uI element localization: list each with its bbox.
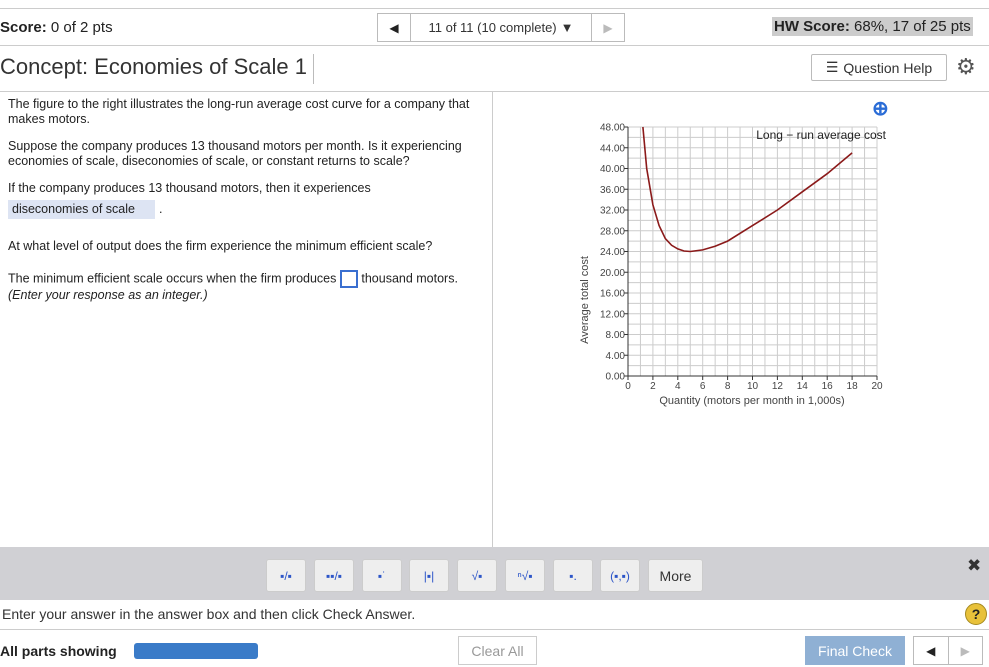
help-icon[interactable]: ? xyxy=(965,603,987,625)
divider xyxy=(492,92,493,547)
answer-dropdown[interactable]: diseconomies of scale xyxy=(8,200,155,219)
bottom-nav: ◀ ▶ xyxy=(913,636,983,665)
chart: 0 2 4 6 8 10 12 14 16 18 20 0.00 4.00 8.00 12.00 16.00 2… xyxy=(579,123,887,408)
list-icon: ☰ xyxy=(825,59,839,75)
x-tick-label: 6 xyxy=(700,381,706,392)
question-nav: ◀ 11 of 11 (10 complete) ▼ ▶ xyxy=(377,13,625,42)
gear-icon[interactable]: ⚙ xyxy=(956,54,976,79)
clear-all-button[interactable]: Clear All xyxy=(458,636,537,665)
y-tick-label: 0.00 xyxy=(606,372,626,383)
lrac-curve xyxy=(642,126,853,253)
mixed-number-button[interactable]: ▪▪/▪ xyxy=(314,559,354,592)
x-tick-label: 10 xyxy=(747,381,759,392)
y-tick-label: 40.00 xyxy=(600,164,625,175)
x-tick-label: 0 xyxy=(625,381,631,392)
y-tick-label: 48.00 xyxy=(600,123,625,134)
page-title: Concept: Economies of Scale 1 xyxy=(0,54,314,84)
y-tick-label: 28.00 xyxy=(600,226,625,237)
y-tick-label: 12.00 xyxy=(600,309,625,320)
hw-score: HW Score: 68%, 17 of 25 pts xyxy=(772,17,973,36)
y-tick-label: 20.00 xyxy=(600,268,625,279)
x-tick-label: 16 xyxy=(822,381,834,392)
x-tick-label: 20 xyxy=(871,381,883,392)
exponent-button[interactable]: ▪˙ xyxy=(362,559,402,592)
x-tick-label: 4 xyxy=(675,381,681,392)
answer-input[interactable] xyxy=(339,270,358,288)
y-axis-label: Average total cost xyxy=(579,256,591,344)
divider xyxy=(0,91,989,92)
x-tick-label: 14 xyxy=(797,381,809,392)
y-tick-label: 24.00 xyxy=(600,247,625,258)
caret-down-icon: ▼ xyxy=(560,20,574,35)
y-tick-label: 16.00 xyxy=(600,289,625,300)
sqrt-button[interactable]: √▪ xyxy=(457,559,497,592)
question-text: The figure to the right illustrates the … xyxy=(8,97,470,302)
question-select[interactable]: 11 of 11 (10 complete) ▼ xyxy=(411,13,591,42)
prev-button[interactable]: ◀ xyxy=(914,637,949,664)
divider xyxy=(0,8,989,9)
all-parts-label: All parts showing xyxy=(0,643,117,659)
close-icon[interactable]: ✖ xyxy=(967,556,982,575)
fraction-button[interactable]: ▪/▪ xyxy=(266,559,306,592)
y-tick-label: 36.00 xyxy=(600,185,625,196)
x-tick-label: 8 xyxy=(725,381,731,392)
ordered-pair-button[interactable]: (▪,▪) xyxy=(600,559,640,592)
x-tick-label: 18 xyxy=(847,381,859,392)
next-question-button[interactable]: ▶ xyxy=(591,13,625,42)
zoom-in-icon[interactable]: ⊕ xyxy=(872,98,889,120)
y-tick-label: 44.00 xyxy=(600,143,625,154)
progress-bar xyxy=(134,643,258,659)
absolute-value-button[interactable]: |▪| xyxy=(409,559,449,592)
y-tick-label: 32.00 xyxy=(600,206,625,217)
math-toolbar: ▪/▪ ▪▪/▪ ▪˙ |▪| √▪ ⁿ√▪ ▪. (▪,▪) More xyxy=(0,547,989,600)
subscript-button[interactable]: ▪. xyxy=(553,559,593,592)
nth-root-button[interactable]: ⁿ√▪ xyxy=(505,559,545,592)
divider xyxy=(0,629,989,630)
final-check-button[interactable]: Final Check xyxy=(805,636,905,665)
more-button[interactable]: More xyxy=(648,559,703,592)
y-tick-label: 4.00 xyxy=(606,351,626,362)
x-axis-label: Quantity (motors per month in 1,000s) xyxy=(659,395,844,407)
x-tick-label: 12 xyxy=(772,381,784,392)
x-tick-label: 2 xyxy=(650,381,656,392)
y-tick-label: 8.00 xyxy=(606,330,626,341)
next-button[interactable]: ▶ xyxy=(960,643,970,658)
score: Score: 0 of 2 pts xyxy=(0,19,113,36)
series-label: Long − run average cost xyxy=(756,128,886,142)
prev-question-button[interactable]: ◀ xyxy=(377,13,411,42)
instruction: Enter your answer in the answer box and … xyxy=(2,606,416,622)
divider xyxy=(0,45,989,46)
question-help-button[interactable]: ☰ Question Help xyxy=(811,54,947,81)
